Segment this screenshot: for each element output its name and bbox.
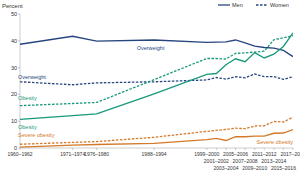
series-label: Obesity: [18, 95, 37, 101]
x-tick: [254, 148, 255, 150]
y-tick-label: 50: [11, 11, 17, 17]
x-tick-label: 2011–2012: [252, 151, 277, 157]
plot-lines: [20, 33, 293, 147]
x-tick-label: 2009–2010: [242, 165, 267, 171]
x-tick-label: 1971–1974: [60, 151, 85, 157]
legend-swatch: [218, 4, 230, 5]
x-tick-label: 2015–2016: [271, 165, 296, 171]
x-tick: [293, 148, 294, 150]
x-tick-label: 2005–2006: [223, 151, 248, 157]
x-tick: [235, 148, 236, 150]
x-tick-label: 1976–1980: [84, 151, 109, 157]
x-tick-label: 2013–2014: [261, 158, 286, 164]
x-tick-label: 2017–2018: [280, 151, 300, 157]
x-tick-label: 2007–2008: [233, 158, 258, 164]
y-tick: [18, 40, 20, 41]
y-axis-label: Percent: [2, 3, 23, 9]
x-tick: [154, 148, 155, 150]
x-tick: [206, 148, 207, 150]
legend-label: Women: [270, 2, 289, 8]
series-label: Severe obesity: [18, 132, 55, 138]
x-tick-label: 2001–2002: [204, 158, 229, 164]
y-tick-label: 20: [11, 91, 17, 97]
y-tick-label: 40: [11, 38, 17, 44]
series-label: Overweight: [137, 45, 165, 51]
y-tick: [18, 148, 20, 149]
x-tick-label: 1960–1962: [7, 151, 32, 157]
x-tick-label: 1999–2000: [194, 151, 219, 157]
series-label: Severe obesity: [257, 139, 294, 145]
chart: Percent010203040501960–19621971–19741976…: [0, 0, 300, 173]
x-tick: [20, 148, 21, 150]
x-tick: [72, 148, 73, 150]
x-axis: [20, 148, 293, 149]
x-tick: [273, 148, 274, 150]
legend-swatch: [256, 4, 268, 5]
x-tick: [216, 148, 217, 150]
x-tick-label: 2003–2004: [213, 165, 238, 171]
series-line: [20, 130, 293, 148]
y-tick-label: 10: [11, 118, 17, 124]
legend-label: Men: [232, 2, 243, 8]
series-line: [20, 36, 293, 56]
x-tick: [264, 148, 265, 150]
y-tick: [18, 14, 20, 15]
series-label: Obesity: [18, 124, 37, 130]
x-tick: [96, 148, 97, 150]
series-line: [20, 33, 293, 120]
y-tick: [18, 121, 20, 122]
series-line: [20, 117, 293, 144]
y-tick: [18, 67, 20, 68]
series-line: [20, 36, 293, 106]
y-tick-label: 30: [11, 65, 17, 71]
series-label: Overweight: [18, 74, 46, 80]
x-tick: [283, 148, 284, 150]
x-tick: [245, 148, 246, 150]
x-tick: [225, 148, 226, 150]
x-tick-label: 1988–1994: [142, 151, 167, 157]
